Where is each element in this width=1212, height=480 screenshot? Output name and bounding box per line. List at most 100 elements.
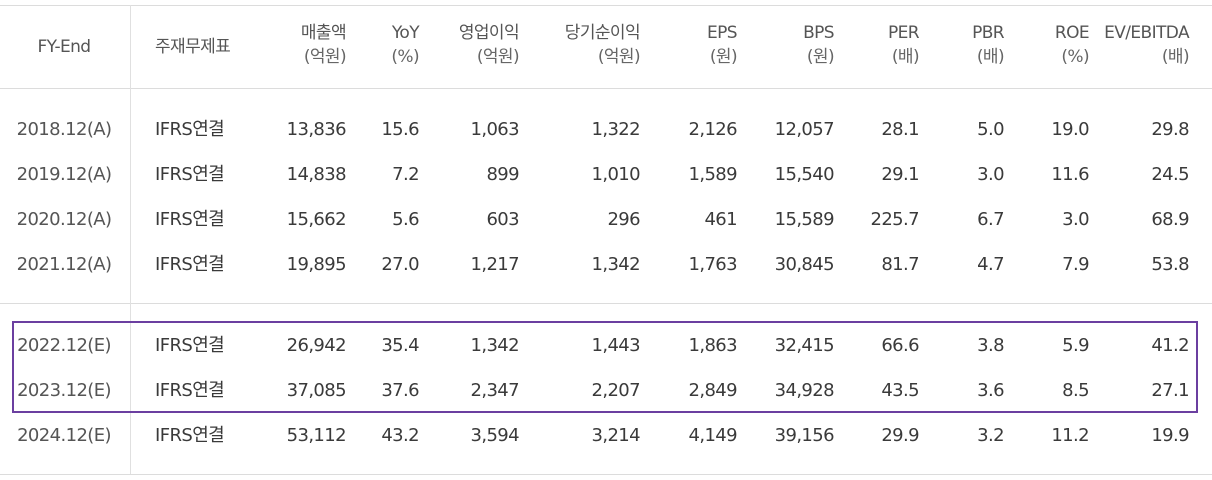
- cell-per: 28.1: [881, 119, 919, 140]
- header-label: PBR: [972, 23, 1005, 43]
- header-yoy: YoY (%): [350, 22, 419, 68]
- cell-ev-ebitda: 68.9: [1151, 209, 1189, 230]
- table-bottom-border: [0, 474, 1212, 475]
- header-net-income: 당기순이익 (억원): [530, 22, 641, 68]
- cell-revenue: 26,942: [286, 335, 347, 356]
- cell-operating-profit: 603: [486, 209, 519, 230]
- cell-revenue: 53,112: [286, 425, 347, 446]
- cell-bps: 34,928: [774, 380, 835, 401]
- header-bps: BPS (원): [740, 22, 835, 68]
- header-label: PER: [887, 23, 920, 43]
- cell-fy-end: 2021.12(A): [16, 254, 112, 275]
- header-ev-ebitda: EV/EBITDA (배): [1095, 22, 1190, 68]
- header-operating-profit: 영업이익 (억원): [420, 22, 520, 68]
- cell-roe: 11.6: [1051, 164, 1089, 185]
- header-unit: (배): [1161, 47, 1190, 67]
- header-eps: EPS (원): [650, 22, 738, 68]
- cell-net-income: 2,207: [591, 380, 640, 401]
- cell-fy-end: 2022.12(E): [17, 335, 111, 356]
- cell-pbr: 5.0: [977, 119, 1004, 140]
- cell-revenue: 19,895: [286, 254, 347, 275]
- cell-eps: 1,589: [688, 164, 737, 185]
- cell-fy-end: 2019.12(A): [16, 164, 112, 185]
- cell-revenue: 13,836: [286, 119, 347, 140]
- header-label: EPS: [707, 23, 738, 43]
- cell-yoy: 37.6: [381, 380, 419, 401]
- cell-bps: 30,845: [774, 254, 835, 275]
- header-revenue: 매출액 (억원): [250, 22, 347, 68]
- cell-roe: 11.2: [1051, 425, 1089, 446]
- header-unit: (원): [806, 47, 835, 67]
- cell-main-statement: IFRS연결: [155, 380, 225, 401]
- header-label: FY-End: [37, 37, 92, 57]
- cell-pbr: 3.8: [977, 335, 1004, 356]
- cell-eps: 1,863: [688, 335, 737, 356]
- header-main-statement: 주재무제표: [155, 36, 265, 58]
- cell-per: 225.7: [870, 209, 919, 230]
- cell-net-income: 1,322: [591, 119, 640, 140]
- header-label: 영업이익: [458, 23, 520, 43]
- cell-bps: 39,156: [774, 425, 835, 446]
- cell-yoy: 43.2: [381, 425, 419, 446]
- cell-yoy: 7.2: [392, 164, 419, 185]
- cell-yoy: 5.6: [392, 209, 419, 230]
- group-divider: [0, 303, 1212, 304]
- cell-fy-end: 2018.12(A): [16, 119, 112, 140]
- cell-net-income: 1,342: [591, 254, 640, 275]
- header-label: EV/EBITDA: [1104, 23, 1190, 43]
- cell-operating-profit: 1,342: [470, 335, 519, 356]
- header-roe: ROE (%): [1010, 22, 1090, 68]
- header-per: PER (배): [840, 22, 920, 68]
- cell-pbr: 3.6: [977, 380, 1004, 401]
- cell-roe: 5.9: [1062, 335, 1089, 356]
- cell-per: 81.7: [881, 254, 919, 275]
- header-pbr: PBR (배): [920, 22, 1005, 68]
- cell-main-statement: IFRS연결: [155, 254, 225, 275]
- cell-ev-ebitda: 53.8: [1151, 254, 1189, 275]
- cell-yoy: 15.6: [381, 119, 419, 140]
- cell-revenue: 14,838: [286, 164, 347, 185]
- cell-operating-profit: 1,063: [470, 119, 519, 140]
- cell-ev-ebitda: 41.2: [1151, 335, 1189, 356]
- header-fy-end: FY-End: [12, 36, 116, 58]
- header-unit: (원): [709, 47, 738, 67]
- cell-per: 29.9: [881, 425, 919, 446]
- header-label: 당기순이익: [564, 23, 641, 43]
- cell-operating-profit: 3,594: [470, 425, 519, 446]
- header-label: 주재무제표: [155, 37, 231, 57]
- header-unit: (억원): [597, 47, 641, 67]
- cell-bps: 32,415: [774, 335, 835, 356]
- cell-ev-ebitda: 24.5: [1151, 164, 1189, 185]
- cell-ev-ebitda: 27.1: [1151, 380, 1189, 401]
- cell-pbr: 3.2: [977, 425, 1004, 446]
- cell-ev-ebitda: 19.9: [1151, 425, 1189, 446]
- header-unit: (배): [891, 47, 920, 67]
- header-unit: (억원): [303, 47, 347, 67]
- cell-pbr: 3.0: [977, 164, 1004, 185]
- header-label: BPS: [803, 23, 835, 43]
- cell-net-income: 296: [607, 209, 640, 230]
- cell-operating-profit: 899: [486, 164, 519, 185]
- header-label: YoY: [391, 23, 420, 43]
- header-unit: (%): [1061, 47, 1089, 67]
- cell-per: 29.1: [881, 164, 919, 185]
- cell-main-statement: IFRS연결: [155, 425, 225, 446]
- header-label: 매출액: [300, 23, 347, 43]
- cell-net-income: 1,443: [591, 335, 640, 356]
- column-divider-body: [130, 88, 131, 474]
- cell-main-statement: IFRS연결: [155, 164, 225, 185]
- header-unit: (배): [976, 47, 1005, 67]
- cell-main-statement: IFRS연결: [155, 335, 225, 356]
- cell-pbr: 6.7: [977, 209, 1004, 230]
- cell-roe: 8.5: [1062, 380, 1089, 401]
- cell-operating-profit: 2,347: [470, 380, 519, 401]
- cell-ev-ebitda: 29.8: [1151, 119, 1189, 140]
- cell-pbr: 4.7: [977, 254, 1004, 275]
- cell-bps: 12,057: [774, 119, 835, 140]
- cell-eps: 2,126: [688, 119, 737, 140]
- column-divider-top: [130, 5, 131, 88]
- cell-per: 43.5: [881, 380, 919, 401]
- header-bottom-border: [0, 88, 1212, 89]
- cell-main-statement: IFRS연결: [155, 209, 225, 230]
